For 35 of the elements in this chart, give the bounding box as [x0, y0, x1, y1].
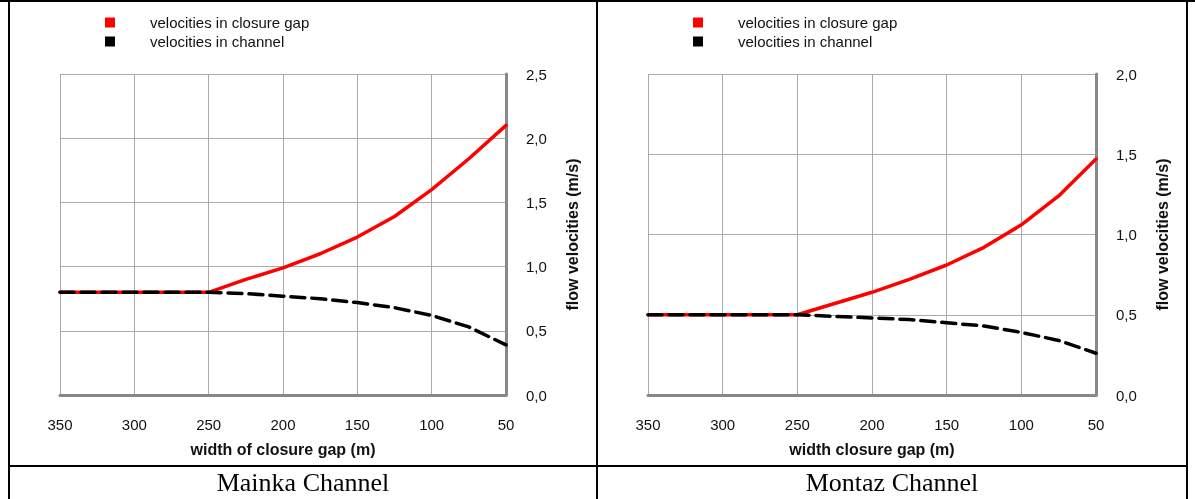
x-tick-label: 250 [196, 416, 222, 433]
x-tick-label: 200 [859, 416, 885, 433]
x-tick-label: 50 [1087, 416, 1105, 433]
x-tick-label: 100 [1008, 416, 1034, 433]
legend-label: velocities in channel [738, 33, 873, 50]
x-tick-label: 350 [635, 416, 661, 433]
y-axis-title: flow velocities (m/s) [1153, 158, 1171, 311]
x-axis-title: width closure gap (m) [788, 440, 955, 458]
y-tick-label: 0,5 [1116, 306, 1137, 324]
text: Montaz Channel [804, 467, 980, 499]
y-tick-label: 1,5 [1116, 145, 1137, 163]
y-axis-title: flow velocities (m/s) [563, 158, 581, 311]
y-tick-label: 1,5 [526, 193, 547, 211]
x-tick-label: 350 [47, 416, 73, 433]
legend-label: velocities in channel [150, 33, 285, 50]
x-tick-label: 300 [710, 416, 736, 433]
y-tick-label: 0,0 [1116, 386, 1137, 404]
y-tick-label: 1,0 [526, 258, 547, 276]
x-tick-label: 150 [934, 416, 960, 433]
y-tick-label: 2,0 [526, 129, 547, 147]
y-tick-label: 2,5 [526, 65, 547, 83]
y-tick-label: 0,5 [526, 322, 547, 340]
legend-label: velocities in closure gap [150, 14, 310, 31]
x-tick-label: 200 [270, 416, 296, 433]
x-tick-label: 50 [497, 416, 515, 433]
y-tick-label: 0,0 [526, 386, 547, 404]
x-tick-label: 250 [784, 416, 810, 433]
legend-label: velocities in closure gap [738, 14, 898, 31]
x-tick-label: 150 [344, 416, 370, 433]
x-tick-label: 300 [121, 416, 147, 433]
text: Mainka Channel [215, 467, 391, 499]
y-tick-label: 1,0 [1116, 226, 1137, 243]
x-axis-title: width of closure gap (m) [189, 440, 376, 458]
x-tick-label: 100 [419, 416, 445, 433]
y-tick-label: 2,0 [1116, 65, 1137, 83]
